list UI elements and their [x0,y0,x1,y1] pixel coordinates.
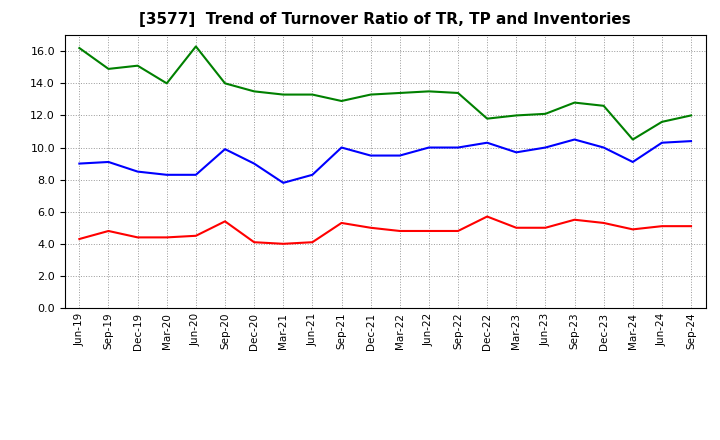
Trade Receivables [629,227,637,232]
Line: Trade Receivables: Trade Receivables [79,216,691,244]
Trade Payables [308,172,317,177]
Trade Payables [629,159,637,165]
Trade Payables [483,140,492,145]
Trade Receivables [308,239,317,245]
Trade Receivables [599,220,608,226]
Inventories [483,116,492,121]
Line: Trade Payables: Trade Payables [79,139,691,183]
Trade Payables [366,153,375,158]
Trade Receivables [104,228,113,234]
Trade Receivables [395,228,404,234]
Trade Payables [337,145,346,150]
Trade Receivables [279,241,287,246]
Inventories [220,81,229,86]
Inventories [395,90,404,95]
Trade Payables [133,169,142,174]
Inventories [425,89,433,94]
Trade Payables [163,172,171,177]
Trade Receivables [75,236,84,242]
Inventories [570,100,579,105]
Inventories [163,81,171,86]
Trade Payables [395,153,404,158]
Trade Payables [250,161,258,166]
Inventories [337,99,346,104]
Trade Receivables [454,228,462,234]
Trade Receivables [133,235,142,240]
Line: Inventories: Inventories [79,47,691,139]
Trade Receivables [570,217,579,222]
Trade Receivables [687,224,696,229]
Inventories [657,119,666,125]
Inventories [192,44,200,49]
Trade Receivables [337,220,346,226]
Trade Payables [279,180,287,186]
Trade Payables [657,140,666,145]
Inventories [250,89,258,94]
Trade Payables [454,145,462,150]
Trade Receivables [425,228,433,234]
Trade Payables [687,139,696,144]
Trade Receivables [220,219,229,224]
Inventories [104,66,113,72]
Inventories [75,45,84,51]
Trade Payables [570,137,579,142]
Inventories [687,113,696,118]
Trade Receivables [541,225,550,231]
Trade Receivables [250,239,258,245]
Inventories [279,92,287,97]
Trade Receivables [366,225,375,231]
Inventories [133,63,142,68]
Trade Receivables [512,225,521,231]
Inventories [541,111,550,117]
Inventories [599,103,608,108]
Trade Receivables [657,224,666,229]
Trade Payables [192,172,200,177]
Inventories [454,90,462,95]
Inventories [512,113,521,118]
Trade Receivables [483,214,492,219]
Trade Payables [541,145,550,150]
Inventories [629,137,637,142]
Trade Payables [599,145,608,150]
Inventories [366,92,375,97]
Trade Payables [220,147,229,152]
Inventories [308,92,317,97]
Trade Receivables [192,233,200,238]
Trade Payables [75,161,84,166]
Trade Payables [104,159,113,165]
Trade Payables [512,150,521,155]
Title: [3577]  Trend of Turnover Ratio of TR, TP and Inventories: [3577] Trend of Turnover Ratio of TR, TP… [140,12,631,27]
Trade Payables [425,145,433,150]
Trade Receivables [163,235,171,240]
